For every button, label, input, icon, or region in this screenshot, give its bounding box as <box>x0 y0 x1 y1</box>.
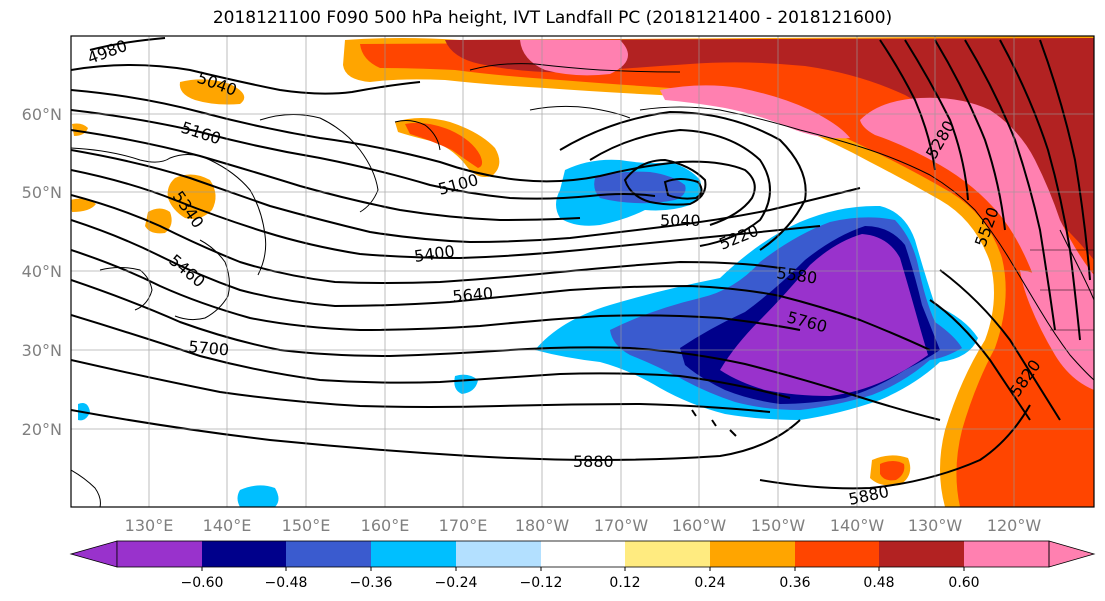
contour-label-5640: 5640 <box>452 284 494 306</box>
colorbar-bin-9 <box>795 541 879 567</box>
figure-title: 2018121100 F090 500 hPa height, IVT Land… <box>212 8 893 28</box>
colorbar: −0.60 −0.48 −0.36 −0.24 −0.12 0.12 0.24 … <box>69 540 1096 591</box>
colorbar-bin-6 <box>541 541 625 567</box>
lon-label-130e: 130°E <box>125 516 174 535</box>
contour-label-5880-a: 5880 <box>573 452 614 471</box>
colorbar-frame <box>116 540 1050 568</box>
colorbar-bin-5 <box>456 541 541 567</box>
lon-label-140e: 140°E <box>203 516 252 535</box>
colorbar-tick-label: −0.24 <box>435 575 478 591</box>
lon-label-170w: 170°W <box>594 516 649 535</box>
lon-label-170e: 170°E <box>439 516 488 535</box>
lat-label-60n: 60°N <box>22 105 62 124</box>
latitude-labels: 60°N 50°N 40°N 30°N 20°N <box>22 105 62 439</box>
lon-label-160e: 160°E <box>361 516 410 535</box>
colorbar-bin-12 <box>1048 540 1096 568</box>
colorbar-bin-7 <box>625 541 710 567</box>
contour-label-5040-low: 5040 <box>660 211 701 230</box>
colorbar-bin-2 <box>202 541 286 567</box>
lat-label-20n: 20°N <box>22 420 62 439</box>
contour-label-5700: 5700 <box>188 337 230 359</box>
colorbar-tick-label: 0.24 <box>694 575 725 591</box>
negative-anomaly-central <box>78 159 978 507</box>
longitude-labels: 130°E 140°E 150°E 160°E 170°E 180°W 170°… <box>125 516 1042 535</box>
lon-label-120w: 120°W <box>987 516 1042 535</box>
map-frame <box>70 35 1095 508</box>
colorbar-bin-3 <box>286 541 371 567</box>
colorbar-bin-0b <box>117 541 202 567</box>
colorbar-tick-label: −0.48 <box>265 575 308 591</box>
lon-label-140w: 140°W <box>830 516 885 535</box>
colorbar-bin-0 <box>69 540 118 568</box>
colorbar-bin-8 <box>710 541 795 567</box>
lat-label-40n: 40°N <box>22 262 62 281</box>
lat-label-50n: 50°N <box>22 183 62 202</box>
lon-label-160w: 160°W <box>672 516 727 535</box>
colorbar-tick-label: 0.48 <box>863 575 894 591</box>
lon-label-180w: 180°W <box>515 516 570 535</box>
lon-label-150e: 150°E <box>282 516 331 535</box>
colorbar-bin-11 <box>964 541 1049 567</box>
colorbar-tick-label: −0.36 <box>350 575 393 591</box>
graticule <box>71 36 1094 507</box>
colorbar-bin-4 <box>371 541 456 567</box>
lon-label-150w: 150°W <box>751 516 806 535</box>
colorbar-tick-label: 0.12 <box>609 575 640 591</box>
colorbar-tick-label: −0.60 <box>181 575 224 591</box>
colorbar-tick-label: 0.36 <box>779 575 810 591</box>
colorbar-tick-label: −0.12 <box>520 575 563 591</box>
colorbar-bin-10 <box>879 541 964 567</box>
lon-label-130w: 130°W <box>908 516 963 535</box>
map-area: 4980 5040 5160 5100 5040 5220 5340 5400 … <box>71 36 1094 507</box>
lat-label-30n: 30°N <box>22 341 62 360</box>
colorbar-tick-label: 0.60 <box>948 575 979 591</box>
